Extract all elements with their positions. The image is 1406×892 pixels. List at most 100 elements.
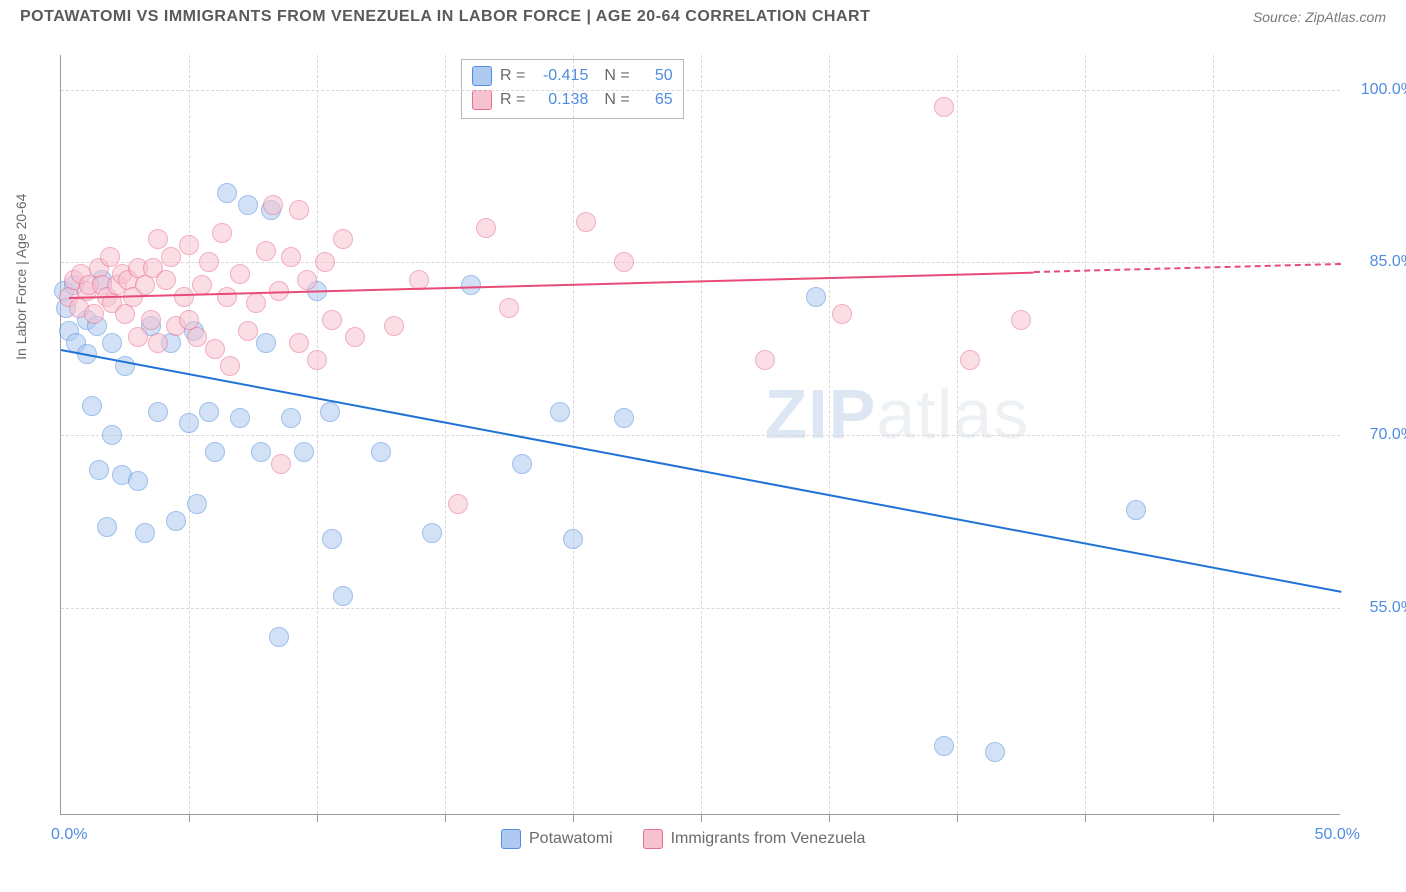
scatter-point-potawatomi — [217, 183, 237, 203]
y-tick-label: 55.0% — [1370, 599, 1406, 617]
x-tick — [189, 814, 190, 822]
scatter-point-venezuela — [212, 223, 232, 243]
scatter-point-potawatomi — [128, 471, 148, 491]
y-tick-label: 85.0% — [1370, 253, 1406, 271]
scatter-point-potawatomi — [205, 442, 225, 462]
trend-line-venezuela — [69, 271, 1034, 298]
scatter-point-venezuela — [322, 310, 342, 330]
scatter-point-venezuela — [755, 350, 775, 370]
scatter-point-potawatomi — [294, 442, 314, 462]
scatter-point-venezuela — [476, 218, 496, 238]
legend-label-venezuela: Immigrants from Venezuela — [671, 830, 866, 848]
scatter-point-venezuela — [934, 97, 954, 117]
swatch-potawatomi — [472, 66, 492, 86]
scatter-point-venezuela — [409, 270, 429, 290]
scatter-point-venezuela — [345, 327, 365, 347]
scatter-point-venezuela — [576, 212, 596, 232]
scatter-point-potawatomi — [187, 494, 207, 514]
scatter-point-venezuela — [614, 252, 634, 272]
scatter-point-potawatomi — [230, 408, 250, 428]
scatter-point-potawatomi — [985, 742, 1005, 762]
scatter-point-venezuela — [256, 241, 276, 261]
legend-swatch-venezuela — [643, 829, 663, 849]
x-tick — [573, 814, 574, 822]
scatter-point-venezuela — [499, 298, 519, 318]
scatter-point-venezuela — [281, 247, 301, 267]
legend-item-potawatomi: Potawatomi — [501, 829, 613, 849]
scatter-point-potawatomi — [102, 333, 122, 353]
scatter-point-potawatomi — [199, 402, 219, 422]
scatter-point-venezuela — [230, 264, 250, 284]
scatter-point-venezuela — [271, 454, 291, 474]
scatter-point-potawatomi — [320, 402, 340, 422]
scatter-point-potawatomi — [563, 529, 583, 549]
scatter-point-venezuela — [115, 304, 135, 324]
scatter-point-potawatomi — [934, 736, 954, 756]
scatter-point-venezuela — [84, 304, 104, 324]
scatter-point-potawatomi — [82, 396, 102, 416]
scatter-point-venezuela — [246, 293, 266, 313]
scatter-point-venezuela — [1011, 310, 1031, 330]
scatter-point-venezuela — [192, 275, 212, 295]
title-bar: POTAWATOMI VS IMMIGRANTS FROM VENEZUELA … — [0, 0, 1406, 32]
scatter-point-potawatomi — [166, 511, 186, 531]
swatch-venezuela — [472, 90, 492, 110]
legend-swatch-potawatomi — [501, 829, 521, 849]
chart-title: POTAWATOMI VS IMMIGRANTS FROM VENEZUELA … — [20, 8, 870, 26]
scatter-point-venezuela — [156, 270, 176, 290]
x-tick — [957, 814, 958, 822]
grid-line-v — [1213, 55, 1214, 814]
grid-line-v — [701, 55, 702, 814]
scatter-point-venezuela — [187, 327, 207, 347]
legend-bottom: Potawatomi Immigrants from Venezuela — [501, 829, 865, 849]
scatter-point-potawatomi — [148, 402, 168, 422]
scatter-point-potawatomi — [97, 517, 117, 537]
grid-line-v — [957, 55, 958, 814]
scatter-point-venezuela — [238, 321, 258, 341]
correlation-chart: ZIPatlas In Labor Force | Age 20-64 R =-… — [60, 55, 1340, 815]
y-tick-label: 70.0% — [1370, 426, 1406, 444]
legend-label-potawatomi: Potawatomi — [529, 830, 613, 848]
grid-line-v — [189, 55, 190, 814]
scatter-point-venezuela — [148, 333, 168, 353]
x-tick — [1085, 814, 1086, 822]
scatter-point-venezuela — [217, 287, 237, 307]
x-axis-min-label: 0.0% — [51, 826, 87, 844]
grid-line-v — [1085, 55, 1086, 814]
scatter-point-venezuela — [289, 200, 309, 220]
scatter-point-potawatomi — [512, 454, 532, 474]
scatter-point-venezuela — [174, 287, 194, 307]
scatter-point-venezuela — [333, 229, 353, 249]
scatter-point-venezuela — [315, 252, 335, 272]
scatter-point-venezuela — [384, 316, 404, 336]
scatter-point-venezuela — [128, 327, 148, 347]
scatter-point-potawatomi — [550, 402, 570, 422]
x-tick — [445, 814, 446, 822]
scatter-point-potawatomi — [251, 442, 271, 462]
scatter-point-potawatomi — [614, 408, 634, 428]
scatter-point-venezuela — [297, 270, 317, 290]
x-tick — [317, 814, 318, 822]
scatter-point-venezuela — [289, 333, 309, 353]
scatter-point-venezuela — [832, 304, 852, 324]
x-tick — [701, 814, 702, 822]
scatter-point-potawatomi — [281, 408, 301, 428]
grid-line-v — [317, 55, 318, 814]
scatter-point-potawatomi — [135, 523, 155, 543]
source-label: Source: ZipAtlas.com — [1253, 9, 1386, 25]
scatter-point-potawatomi — [806, 287, 826, 307]
scatter-point-potawatomi — [89, 460, 109, 480]
scatter-point-potawatomi — [422, 523, 442, 543]
scatter-point-potawatomi — [269, 627, 289, 647]
scatter-point-potawatomi — [371, 442, 391, 462]
scatter-point-venezuela — [263, 195, 283, 215]
scatter-point-venezuela — [161, 247, 181, 267]
trend-line-dash-venezuela — [1034, 263, 1341, 273]
scatter-point-potawatomi — [256, 333, 276, 353]
scatter-point-venezuela — [148, 229, 168, 249]
x-axis-max-label: 50.0% — [1315, 826, 1360, 844]
scatter-point-venezuela — [448, 494, 468, 514]
scatter-point-venezuela — [205, 339, 225, 359]
scatter-point-potawatomi — [179, 413, 199, 433]
scatter-point-potawatomi — [1126, 500, 1146, 520]
